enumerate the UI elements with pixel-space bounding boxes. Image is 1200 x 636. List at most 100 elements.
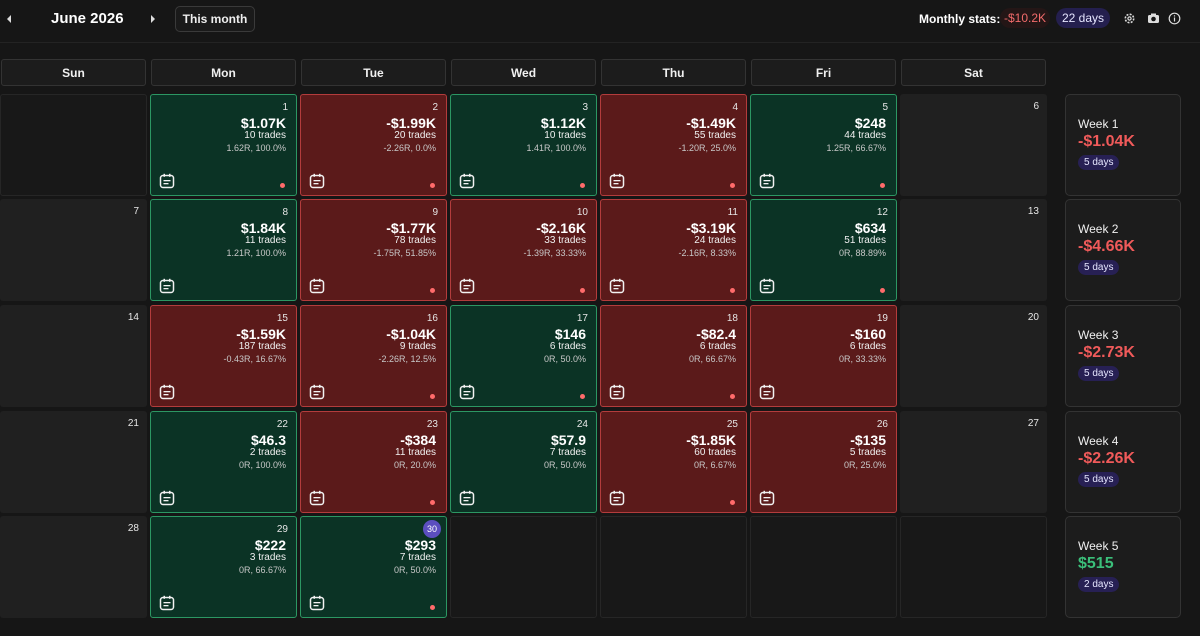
week-title: Week 5 xyxy=(1078,539,1119,553)
status-dot xyxy=(430,605,435,610)
day-cell-24[interactable]: 24 $57.9 7 trades 0R, 50.0% xyxy=(450,411,597,513)
journal-button[interactable] xyxy=(759,384,775,400)
day-pnl: $46.3 xyxy=(250,432,286,448)
journal-button[interactable] xyxy=(309,384,325,400)
day-pnl: $634 xyxy=(854,220,886,236)
this-month-button[interactable]: This month xyxy=(175,6,255,32)
day-number: 5 xyxy=(882,102,888,113)
day-trade-count: 6 trades xyxy=(849,341,886,352)
info-button[interactable] xyxy=(1168,12,1181,25)
day-cell-30[interactable]: 30 $293 7 trades 0R, 50.0% xyxy=(300,516,447,618)
day-pnl: -$1.77K xyxy=(386,220,436,236)
day-trade-count: 24 trades xyxy=(694,235,736,246)
journal-button[interactable] xyxy=(159,384,175,400)
day-cell-29[interactable]: 29 $222 3 trades 0R, 66.67% xyxy=(150,516,297,618)
status-dot xyxy=(430,288,435,293)
journal-button[interactable] xyxy=(609,490,625,506)
day-number: 3 xyxy=(582,102,588,113)
journal-button[interactable] xyxy=(759,278,775,294)
journal-button[interactable] xyxy=(159,595,175,611)
journal-icon xyxy=(159,490,175,506)
day-trade-count: 187 trades xyxy=(238,341,286,352)
day-cell-10[interactable]: 10 -$2.16K 33 trades -1.39R, 33.33% xyxy=(450,199,597,301)
day-trade-count: 7 trades xyxy=(399,552,436,563)
status-dot xyxy=(430,394,435,399)
journal-button[interactable] xyxy=(609,384,625,400)
day-cell-3[interactable]: 3 $1.12K 10 trades 1.41R, 100.0% xyxy=(450,94,597,196)
journal-button[interactable] xyxy=(309,173,325,189)
day-trade-count: 7 trades xyxy=(549,447,586,458)
day-pnl: -$160 xyxy=(850,326,886,342)
week-summary-card-5[interactable]: Week 5 $515 2 days xyxy=(1065,516,1181,618)
day-cell xyxy=(0,94,147,196)
journal-button[interactable] xyxy=(459,384,475,400)
journal-icon xyxy=(759,173,775,189)
month-title: June 2026 xyxy=(51,10,124,27)
day-number: 23 xyxy=(426,419,438,430)
prev-month-button[interactable] xyxy=(3,12,15,26)
journal-button[interactable] xyxy=(609,173,625,189)
journal-button[interactable] xyxy=(759,490,775,506)
day-cell: 7 xyxy=(0,199,147,301)
journal-button[interactable] xyxy=(309,595,325,611)
day-cell-26[interactable]: 26 -$135 5 trades 0R, 25.0% xyxy=(750,411,897,513)
day-pnl: -$135 xyxy=(850,432,886,448)
day-cell-23[interactable]: 23 -$384 11 trades 0R, 20.0% xyxy=(300,411,447,513)
day-cell-4[interactable]: 4 -$1.49K 55 trades -1.20R, 25.0% xyxy=(600,94,747,196)
day-cell-2[interactable]: 2 -$1.99K 20 trades -2.26R, 0.0% xyxy=(300,94,447,196)
day-r-winrate: -0.43R, 16.67% xyxy=(223,354,286,364)
screenshot-button[interactable] xyxy=(1147,12,1160,25)
week-summary-card-2[interactable]: Week 2 -$4.66K 5 days xyxy=(1065,199,1181,301)
day-trade-count: 10 trades xyxy=(544,130,586,141)
status-dot xyxy=(730,288,735,293)
day-number: 29 xyxy=(276,524,288,535)
journal-button[interactable] xyxy=(759,173,775,189)
day-cell-1[interactable]: 1 $1.07K 10 trades 1.62R, 100.0% xyxy=(150,94,297,196)
day-cell-18[interactable]: 18 -$82.4 6 trades 0R, 66.67% xyxy=(600,305,747,407)
day-r-winrate: 0R, 66.67% xyxy=(688,354,736,364)
day-number: 12 xyxy=(876,207,888,218)
day-cell-15[interactable]: 15 -$1.59K 187 trades -0.43R, 16.67% xyxy=(150,305,297,407)
day-cell-12[interactable]: 12 $634 51 trades 0R, 88.89% xyxy=(750,199,897,301)
day-trade-count: 60 trades xyxy=(694,447,736,458)
status-dot xyxy=(880,183,885,188)
day-number: 6 xyxy=(1033,101,1039,112)
week-summary-card-1[interactable]: Week 1 -$1.04K 5 days xyxy=(1065,94,1181,196)
day-cell-16[interactable]: 16 -$1.04K 9 trades -2.26R, 12.5% xyxy=(300,305,447,407)
day-trade-count: 33 trades xyxy=(544,235,586,246)
week-summary-card-4[interactable]: Week 4 -$2.26K 5 days xyxy=(1065,411,1181,513)
settings-button[interactable] xyxy=(1123,12,1136,25)
day-pnl: $248 xyxy=(854,115,886,131)
status-dot xyxy=(730,183,735,188)
day-number: 11 xyxy=(727,207,738,218)
journal-icon xyxy=(459,490,475,506)
day-number: 4 xyxy=(732,102,738,113)
journal-icon xyxy=(159,595,175,611)
journal-icon xyxy=(609,384,625,400)
next-month-button[interactable] xyxy=(147,12,159,26)
day-cell-19[interactable]: 19 -$160 6 trades 0R, 33.33% xyxy=(750,305,897,407)
day-cell-11[interactable]: 11 -$3.19K 24 trades -2.16R, 8.33% xyxy=(600,199,747,301)
day-trade-count: 9 trades xyxy=(399,341,436,352)
day-cell-9[interactable]: 9 -$1.77K 78 trades -1.75R, 51.85% xyxy=(300,199,447,301)
journal-button[interactable] xyxy=(309,490,325,506)
day-trade-count: 6 trades xyxy=(549,341,586,352)
day-cell-25[interactable]: 25 -$1.85K 60 trades 0R, 6.67% xyxy=(600,411,747,513)
week-days-badge: 2 days xyxy=(1078,577,1120,592)
weekday-header-wed: Wed xyxy=(451,59,596,86)
journal-button[interactable] xyxy=(459,278,475,294)
day-cell-5[interactable]: 5 $248 44 trades 1.25R, 66.67% xyxy=(750,94,897,196)
journal-button[interactable] xyxy=(159,173,175,189)
journal-button[interactable] xyxy=(159,490,175,506)
week-summary-card-3[interactable]: Week 3 -$2.73K 5 days xyxy=(1065,305,1181,407)
day-cell-22[interactable]: 22 $46.3 2 trades 0R, 100.0% xyxy=(150,411,297,513)
journal-button[interactable] xyxy=(459,490,475,506)
journal-button[interactable] xyxy=(609,278,625,294)
day-cell-8[interactable]: 8 $1.84K 11 trades 1.21R, 100.0% xyxy=(150,199,297,301)
day-cell-17[interactable]: 17 $146 6 trades 0R, 50.0% xyxy=(450,305,597,407)
journal-button[interactable] xyxy=(159,278,175,294)
journal-button[interactable] xyxy=(459,173,475,189)
day-trade-count: 44 trades xyxy=(844,130,886,141)
journal-button[interactable] xyxy=(309,278,325,294)
day-pnl: -$1.85K xyxy=(686,432,736,448)
